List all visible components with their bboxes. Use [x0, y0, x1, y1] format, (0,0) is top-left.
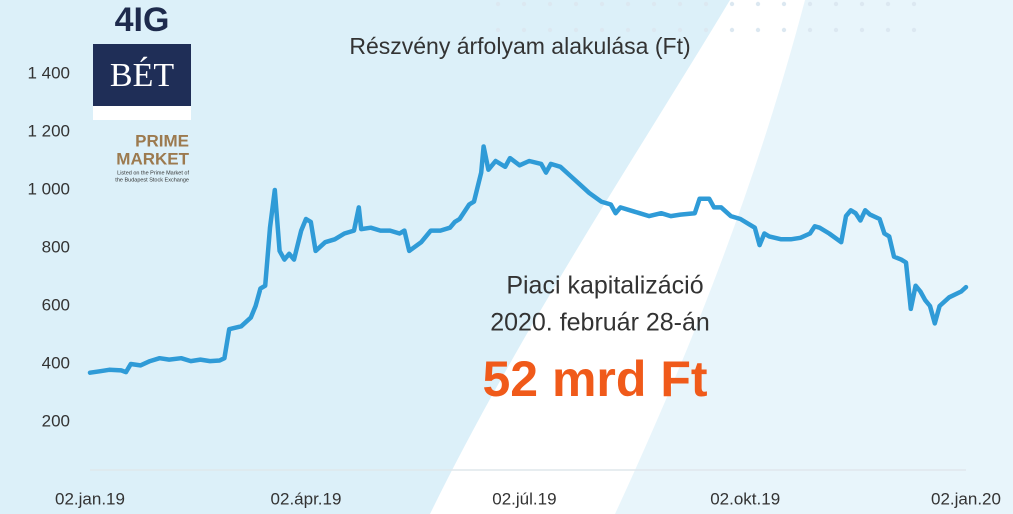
y-tick-label: 1 400 [27, 63, 70, 82]
logo-caption: the Budapest Stock Exchange [115, 177, 189, 183]
background-right [615, 0, 1013, 514]
x-tick-label: 02.jan.19 [55, 489, 125, 508]
x-tick-label: 02.júl.19 [492, 489, 556, 508]
y-tick-label: 1 200 [27, 121, 70, 140]
logo-strip [93, 106, 191, 120]
y-tick-label: 800 [42, 237, 70, 256]
x-tick-label: 02.okt.19 [710, 489, 780, 508]
logo-line2: MARKET [116, 149, 189, 168]
annotation-highlight: 52 mrd Ft [482, 351, 707, 407]
y-tick-label: 600 [42, 295, 70, 314]
chart-title: Részvény árfolyam alakulása (Ft) [349, 33, 690, 59]
x-tick-label: 02.jan.20 [931, 489, 1001, 508]
logo-caption: Listed on the Prime Market of [117, 170, 189, 176]
x-tick-label: 02.ápr.19 [271, 489, 342, 508]
annotation: Piaci kapitalizáció [506, 272, 703, 300]
annotation: 2020. február 28-án [490, 309, 710, 337]
background-left [0, 0, 730, 514]
logo-company: 4IG [115, 1, 170, 39]
logo-box [93, 44, 191, 106]
logo-line1: PRIME [135, 131, 189, 150]
price-line [87, 144, 969, 375]
logo-exchange: BÉT [110, 57, 174, 94]
logo: 4IG BÉT PRIME MARKET Listed on the Prime… [93, 1, 191, 183]
y-tick-label: 400 [42, 353, 70, 372]
dot-pattern [490, 0, 920, 50]
y-tick-label: 1 000 [27, 179, 70, 198]
y-tick-label: 200 [42, 411, 70, 430]
